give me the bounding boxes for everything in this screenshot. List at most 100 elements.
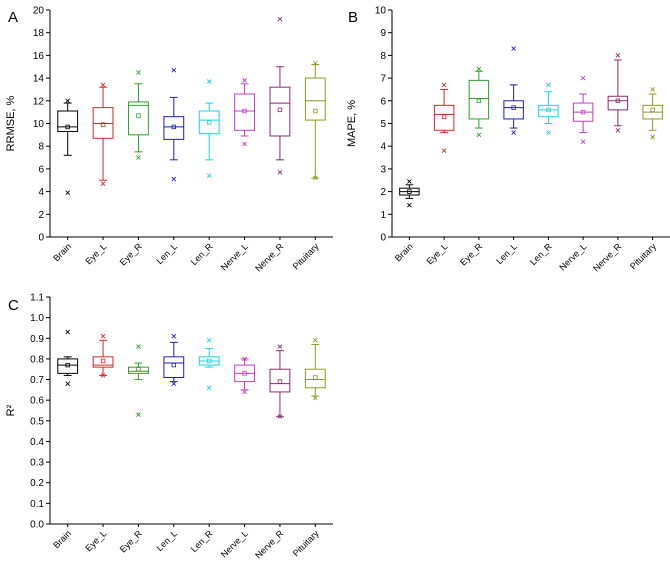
outlier-marker <box>511 130 516 135</box>
iqr-box <box>304 368 326 389</box>
outlier-marker <box>312 395 318 401</box>
outlier-marker <box>171 381 177 386</box>
iqr-box <box>128 101 149 136</box>
mean-marker <box>313 375 318 380</box>
box-eye-r <box>128 344 149 417</box>
y-tick-label: 20 <box>33 6 45 17</box>
outlier-marker <box>546 82 551 88</box>
x-category-label: Pituitary <box>291 528 321 558</box>
mean-marker <box>206 120 212 125</box>
y-tick-label: 3 <box>380 164 386 175</box>
outlier-marker <box>407 179 412 184</box>
y-tick-label: 18 <box>33 28 45 39</box>
y-tick-label: 16 <box>33 51 45 62</box>
box-len-l <box>163 333 185 386</box>
outlier-marker <box>615 53 621 58</box>
box-brain <box>57 98 79 196</box>
y-axis-title: MAPE, % <box>346 100 358 147</box>
outlier-marker <box>476 132 482 138</box>
x-category-label: Eye_R <box>118 528 145 555</box>
outlier-marker <box>242 389 247 395</box>
box-brain <box>399 179 420 208</box>
box-len-r <box>538 82 559 135</box>
mean-marker <box>136 367 141 372</box>
outlier-marker <box>277 414 283 420</box>
mean-marker <box>171 362 177 368</box>
panel-c: C 0.0 0.1 0.2 0.3 0.4 0.5 0.6 0.7 0.8 0.9 1.0 1.1 R² B… <box>5 293 333 561</box>
outlier-marker <box>277 169 283 175</box>
y-tick-label: 7 <box>380 74 386 85</box>
outlier-marker <box>546 130 551 135</box>
outlier-marker <box>136 70 141 75</box>
x-category-label: Nerve_R <box>253 528 286 561</box>
mean-marker <box>242 371 247 376</box>
mean-marker <box>65 124 70 130</box>
iqr-box <box>538 104 559 118</box>
y-tick-label: 1.1 <box>30 293 44 304</box>
outlier-marker <box>242 141 247 147</box>
x-category-label: Len_L <box>494 241 519 266</box>
x-category-label: Eye_L <box>83 528 108 553</box>
y-tick-label: 10 <box>33 119 45 130</box>
x-category-label: Nerve_R <box>253 241 286 274</box>
mean-marker <box>407 189 412 194</box>
outlier-marker <box>100 333 106 339</box>
x-category-label: Len_R <box>189 528 215 554</box>
box-eye-l <box>92 82 114 186</box>
outlier-marker <box>277 344 283 349</box>
box-nerve-r <box>607 53 629 133</box>
mean-marker <box>546 107 551 113</box>
outlier-marker <box>171 176 177 182</box>
panel-b: B 0 1 2 3 4 5 6 7 8 9 10 MAPE, % Brain Eye_L Eye_R Len_L… <box>346 6 670 274</box>
box-eye-r <box>128 70 149 160</box>
mean-marker <box>65 362 70 368</box>
iqr-box <box>468 79 490 120</box>
box-len-l <box>503 46 524 135</box>
mean-marker <box>580 109 586 115</box>
y-tick-label: 0.4 <box>30 437 44 448</box>
y-tick-label: 6 <box>380 96 386 107</box>
outlier-marker <box>206 79 212 84</box>
x-category-label: Eye_R <box>458 241 485 268</box>
x-category-label: Len_L <box>154 528 179 553</box>
iqr-box <box>128 366 149 374</box>
outlier-marker <box>206 173 212 179</box>
y-axis-title: RRMSE, % <box>5 95 17 151</box>
iqr-box <box>433 104 455 131</box>
panel-a: A 0 2 4 6 8 10 12 14 16 18 20 RRMSE, % Brain Eye_L Eye_… <box>5 6 333 274</box>
y-tick-label: 10 <box>375 6 387 17</box>
iqr-box <box>198 110 220 135</box>
outlier-marker <box>206 338 212 343</box>
y-tick-label: 5 <box>380 119 386 130</box>
mean-marker <box>277 107 283 113</box>
outlier-marker <box>100 82 106 88</box>
y-tick-label: 8 <box>38 142 44 153</box>
mean-marker <box>171 124 177 130</box>
x-category-label: Nerve_R <box>591 241 624 274</box>
outlier-marker <box>65 190 71 196</box>
iqr-box <box>92 356 114 368</box>
iqr-box <box>304 77 326 121</box>
box-eye-r <box>468 66 490 138</box>
y-tick-label: 0.3 <box>30 458 44 469</box>
box-len-r <box>198 79 220 179</box>
iqr-box <box>269 368 291 393</box>
outlier-marker <box>242 356 247 362</box>
outlier-marker <box>476 66 482 72</box>
outlier-marker <box>312 175 318 181</box>
box-brain <box>57 329 79 386</box>
outlier-marker <box>441 148 447 154</box>
outlier-marker <box>407 202 412 208</box>
mean-marker <box>100 358 106 364</box>
outlier-marker <box>136 155 141 160</box>
outlier-marker <box>441 82 447 88</box>
mean-marker <box>441 114 447 119</box>
box-nerve-l <box>572 75 594 144</box>
x-category-label: Eye_R <box>118 241 145 268</box>
y-tick-label: 1.0 <box>30 313 44 324</box>
y-tick-label: 0.5 <box>30 416 44 427</box>
mean-marker <box>206 358 212 364</box>
box-eye-l <box>92 333 114 378</box>
y-tick-label: 0.9 <box>30 334 44 345</box>
